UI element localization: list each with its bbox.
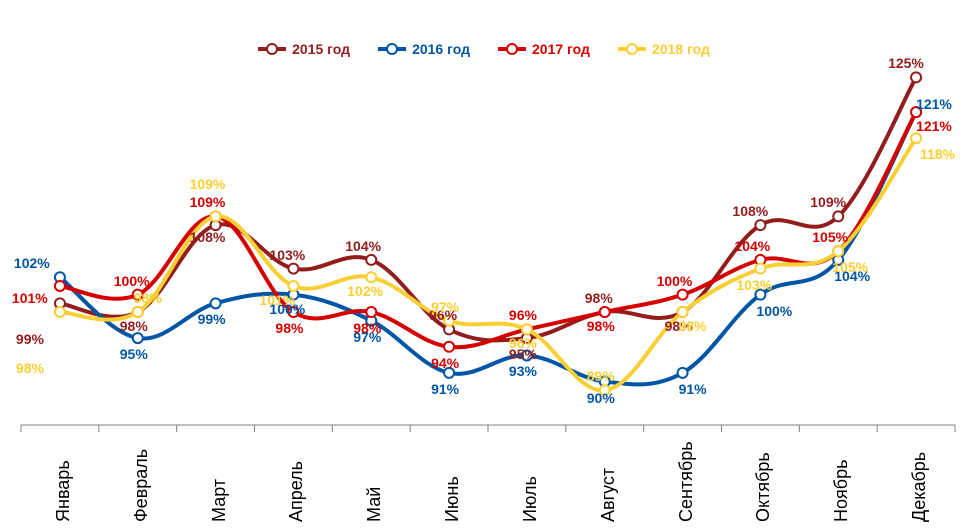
x-axis-label: Июль xyxy=(520,476,541,522)
series-marker-y2015 xyxy=(755,220,765,230)
legend-item-y2016: 2016 год xyxy=(364,41,484,57)
series-marker-y2018 xyxy=(55,307,65,317)
x-axis-label: Ноябрь xyxy=(831,460,852,522)
x-axis-label: Апрель xyxy=(286,461,307,522)
x-axis-label: Декабрь xyxy=(909,452,930,522)
series-marker-y2015 xyxy=(833,211,843,221)
series-marker-y2016 xyxy=(211,298,221,308)
series-line-y2018 xyxy=(60,138,916,390)
x-axis-label: Июнь xyxy=(442,476,463,522)
series-marker-y2017 xyxy=(55,281,65,291)
series-marker-y2016 xyxy=(444,368,454,378)
series-marker-y2018 xyxy=(211,211,221,221)
x-axis-label: Сентябрь xyxy=(676,441,697,522)
legend-label: 2016 год xyxy=(412,41,470,57)
series-marker-y2016 xyxy=(133,333,143,343)
series-marker-y2018 xyxy=(678,307,688,317)
legend-item-y2015: 2015 год xyxy=(244,41,364,57)
series-marker-y2015 xyxy=(288,264,298,274)
series-line-y2015 xyxy=(60,77,916,340)
legend-item-y2017: 2017 год xyxy=(484,41,604,57)
series-line-y2017 xyxy=(60,112,916,347)
legend-label: 2017 год xyxy=(532,41,590,57)
legend-label: 2018 год xyxy=(652,41,710,57)
series-marker-y2018 xyxy=(366,272,376,282)
x-axis-label: Январь xyxy=(53,460,74,522)
legend-label: 2015 год xyxy=(292,41,350,57)
series-marker-y2016 xyxy=(755,290,765,300)
legend-item-y2018: 2018 год xyxy=(604,41,724,57)
x-axis-label: Май xyxy=(364,487,385,522)
series-marker-y2018 xyxy=(755,264,765,274)
series-marker-y2018 xyxy=(133,307,143,317)
series-marker-y2018 xyxy=(833,246,843,256)
series-marker-y2018 xyxy=(522,324,532,334)
series-marker-y2018 xyxy=(600,385,610,395)
series-marker-y2015 xyxy=(911,72,921,82)
series-marker-y2017 xyxy=(366,307,376,317)
series-marker-y2017 xyxy=(288,307,298,317)
series-marker-y2017 xyxy=(911,107,921,117)
series-marker-y2018 xyxy=(444,316,454,326)
series-marker-y2018 xyxy=(911,133,921,143)
series-marker-y2017 xyxy=(133,290,143,300)
line-chart: 99%98%108%103%104%96%95%98%98%108%109%12… xyxy=(0,0,968,531)
legend: 2015 год 2016 год 2017 год 2018 год xyxy=(0,36,968,57)
x-axis-label: Февраль xyxy=(131,449,152,522)
x-axis-label: Август xyxy=(598,468,619,522)
series-marker-y2018 xyxy=(288,281,298,291)
series-marker-y2016 xyxy=(678,368,688,378)
series-marker-y2016 xyxy=(522,350,532,360)
x-axis-label: Октябрь xyxy=(753,452,774,522)
series-marker-y2017 xyxy=(678,290,688,300)
series-marker-y2015 xyxy=(366,255,376,265)
series-marker-y2017 xyxy=(600,307,610,317)
series-marker-y2017 xyxy=(444,342,454,352)
x-axis-label: Март xyxy=(209,479,230,522)
